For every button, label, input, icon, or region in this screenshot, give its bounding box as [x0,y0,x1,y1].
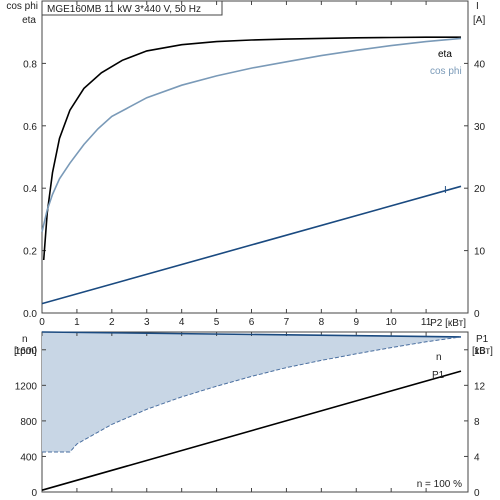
operating-area-fill [42,332,462,452]
y-tick-label-right: 16 [474,346,486,357]
title-box [41,0,223,16]
right-axis-unit-a: [A] [473,15,485,26]
y-tick-label-left: 1200 [15,381,38,392]
series-label-cos-phi: cos phi [430,66,462,77]
x-tick-label: 10 [386,317,398,328]
x-tick-label: 0 [39,317,45,328]
series-label-eta: eta [438,49,452,60]
y-tick-label-right: 0 [474,309,480,320]
series-line-n-min [42,336,462,453]
y-tick-label-left: 800 [20,417,37,428]
y-tick-label-right: 30 [474,122,486,133]
x-tick-label: 8 [319,317,325,328]
y-tick-label-left: 400 [20,452,37,463]
series-label-P1: P1 [432,370,445,381]
y-tick-label-left: 1600 [15,346,38,357]
speed-annotation: n = 100 % [417,479,462,490]
top-series-labels: eta cos phi I [430,49,462,196]
y-tick-label-right: 0 [474,488,480,499]
y-tick-label-right: 4 [474,452,480,463]
y-tick-label-left: 0.6 [23,122,37,133]
x-tick-label: 4 [179,317,185,328]
y-tick-label-left: 0.0 [23,309,37,320]
bottom-right-ticks: 0 4 8 12 16 [464,346,486,499]
top-series [41,36,462,305]
y-tick-label-right: 12 [474,381,486,392]
top-plot-frame [41,0,469,314]
series-label-I: I [444,185,447,196]
x-tick-label: 7 [284,317,290,328]
y-tick-label-right: 10 [474,247,486,258]
bottom-series-labels: n P1 [432,352,445,381]
y-tick-label-left: 0.2 [23,247,37,258]
bottom-left-ticks: 0 400 800 1200 1600 [15,346,46,499]
series-line-eta [42,36,461,261]
top-x-ticks: 0 1 2 3 4 5 6 7 8 9 10 11 [39,1,432,328]
chart-title: MGE160MB 11 kW 3*440 V, 50 Hz [47,4,201,15]
series-label-n: n [436,352,442,363]
n-axis-label: n [22,334,28,345]
left-axis-label-cosphi: cos phi [6,1,38,12]
y-tick-label-right: 20 [474,184,486,195]
series-line-n [41,331,462,338]
x-tick-label: 11 [421,317,432,328]
top-left-ticks: 0.0 0.2 0.4 0.6 0.8 [23,59,46,320]
y-tick-label-left: 0 [31,488,37,499]
x-tick-label: 2 [109,317,115,328]
bottom-fill [42,332,462,452]
series-line-P1 [41,370,462,491]
x-tick-label: 5 [214,317,220,328]
y-tick-label-left: 0.4 [23,184,37,195]
p1-axis-unit: [кВт] [472,346,493,357]
top-right-ticks: 0 10 20 30 40 [464,59,486,320]
x-axis-label: P2 [кВт] [430,318,466,329]
right-axis-label-i: I [476,1,479,12]
x-tick-label: 3 [144,317,150,328]
y-tick-label-right: 8 [474,417,480,428]
left-axis-label-eta: eta [22,15,36,26]
bottom-series [41,331,462,491]
y-tick-label-right: 40 [474,59,486,70]
x-tick-label: 1 [74,317,80,328]
series-line-I [41,185,462,305]
p1-axis-label: P1 [476,334,489,345]
series-line-cos-phi [41,37,462,233]
x-tick-label: 9 [353,317,359,328]
y-tick-label-left: 0.8 [23,59,37,70]
x-tick-label: 6 [249,317,255,328]
n-axis-unit: [rpm] [14,346,37,357]
